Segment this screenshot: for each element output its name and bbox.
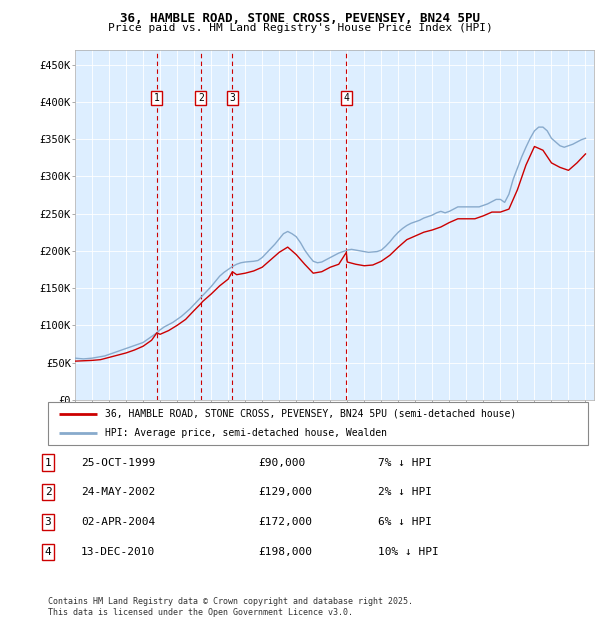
Text: £129,000: £129,000 bbox=[258, 487, 312, 497]
Text: 4: 4 bbox=[44, 547, 52, 557]
Text: 2: 2 bbox=[44, 487, 52, 497]
Text: 02-APR-2004: 02-APR-2004 bbox=[81, 517, 155, 527]
Text: 3: 3 bbox=[44, 517, 52, 527]
Text: 13-DEC-2010: 13-DEC-2010 bbox=[81, 547, 155, 557]
Text: 36, HAMBLE ROAD, STONE CROSS, PEVENSEY, BN24 5PU: 36, HAMBLE ROAD, STONE CROSS, PEVENSEY, … bbox=[120, 12, 480, 25]
Text: 10% ↓ HPI: 10% ↓ HPI bbox=[378, 547, 439, 557]
Text: £90,000: £90,000 bbox=[258, 458, 305, 467]
Text: 1: 1 bbox=[154, 93, 160, 103]
Text: Contains HM Land Registry data © Crown copyright and database right 2025.
This d: Contains HM Land Registry data © Crown c… bbox=[48, 598, 413, 617]
Text: 24-MAY-2002: 24-MAY-2002 bbox=[81, 487, 155, 497]
FancyBboxPatch shape bbox=[48, 402, 588, 445]
Text: 2% ↓ HPI: 2% ↓ HPI bbox=[378, 487, 432, 497]
Text: £198,000: £198,000 bbox=[258, 547, 312, 557]
Text: 2: 2 bbox=[198, 93, 203, 103]
Text: 6% ↓ HPI: 6% ↓ HPI bbox=[378, 517, 432, 527]
Text: 4: 4 bbox=[343, 93, 349, 103]
Text: HPI: Average price, semi-detached house, Wealden: HPI: Average price, semi-detached house,… bbox=[104, 428, 387, 438]
Text: 25-OCT-1999: 25-OCT-1999 bbox=[81, 458, 155, 467]
Text: 36, HAMBLE ROAD, STONE CROSS, PEVENSEY, BN24 5PU (semi-detached house): 36, HAMBLE ROAD, STONE CROSS, PEVENSEY, … bbox=[104, 409, 516, 419]
Text: 1: 1 bbox=[44, 458, 52, 467]
Text: 7% ↓ HPI: 7% ↓ HPI bbox=[378, 458, 432, 467]
Text: 3: 3 bbox=[229, 93, 235, 103]
Text: £172,000: £172,000 bbox=[258, 517, 312, 527]
Text: Price paid vs. HM Land Registry's House Price Index (HPI): Price paid vs. HM Land Registry's House … bbox=[107, 23, 493, 33]
